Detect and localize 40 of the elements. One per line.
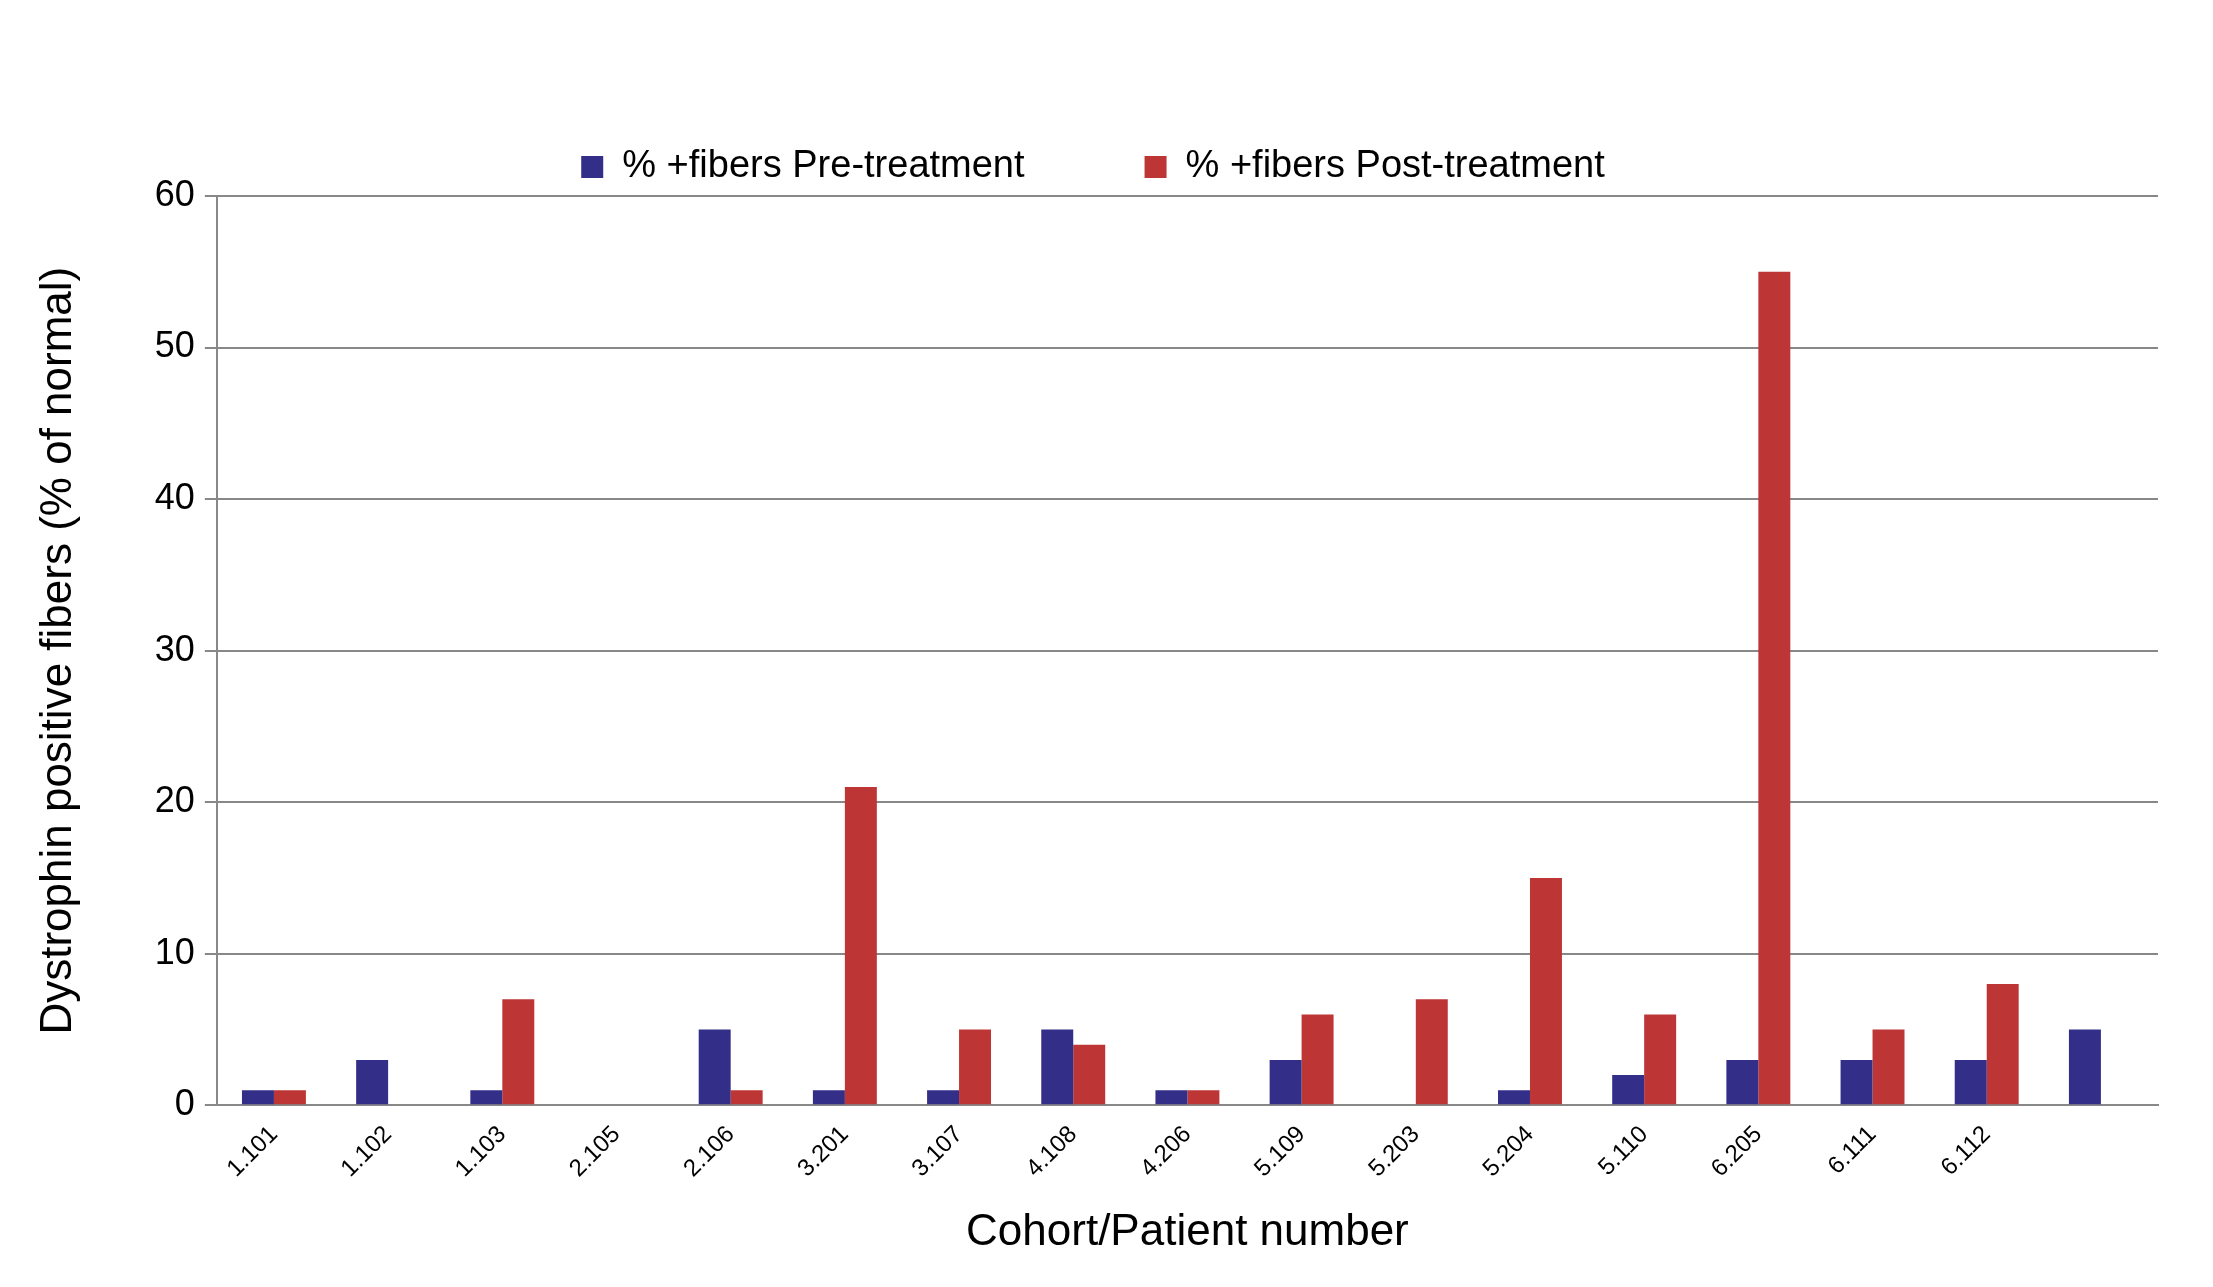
bar [1415, 999, 1448, 1105]
bar [1529, 878, 1562, 1105]
y-tick-label: 10 [154, 930, 195, 972]
bar [1644, 1014, 1677, 1105]
bar [356, 1059, 389, 1105]
bar [1269, 1059, 1302, 1105]
bar [1612, 1075, 1645, 1105]
bar [730, 1090, 763, 1105]
bar [698, 1029, 731, 1105]
y-tick-label: 40 [154, 476, 195, 518]
bar [844, 787, 877, 1105]
bar [1872, 1029, 1905, 1105]
legend-label: % +fibers Post-treatment [1185, 143, 1606, 186]
bar [470, 1090, 503, 1105]
bar [1301, 1014, 1334, 1105]
y-tick-label: 30 [154, 627, 195, 669]
bar [241, 1090, 274, 1105]
bar [2068, 1029, 2101, 1105]
y-tick-label: 60 [154, 172, 195, 214]
bar [502, 999, 535, 1105]
bar [927, 1090, 960, 1105]
bar [273, 1090, 306, 1105]
bar [1073, 1044, 1106, 1105]
bar [959, 1029, 992, 1105]
bar [1187, 1090, 1220, 1105]
bar [1954, 1059, 1987, 1105]
bar [1498, 1090, 1530, 1105]
bar [1758, 271, 1791, 1105]
bar [1986, 984, 2019, 1105]
bar [1840, 1059, 1873, 1105]
bar [1726, 1059, 1759, 1105]
y-tick-label: 0 [174, 1082, 195, 1124]
bar [1155, 1090, 1188, 1105]
bar [812, 1090, 845, 1105]
y-tick-label: 50 [154, 324, 195, 366]
bar [1041, 1029, 1074, 1105]
y-tick-label: 20 [154, 779, 195, 821]
y-axis-title: Dystrophin positive fibers (% of normal) [30, 266, 80, 1035]
x-axis-title: Cohort/Patient number [966, 1204, 1409, 1254]
legend-label: % +fibers Pre-treatment [622, 143, 1025, 186]
